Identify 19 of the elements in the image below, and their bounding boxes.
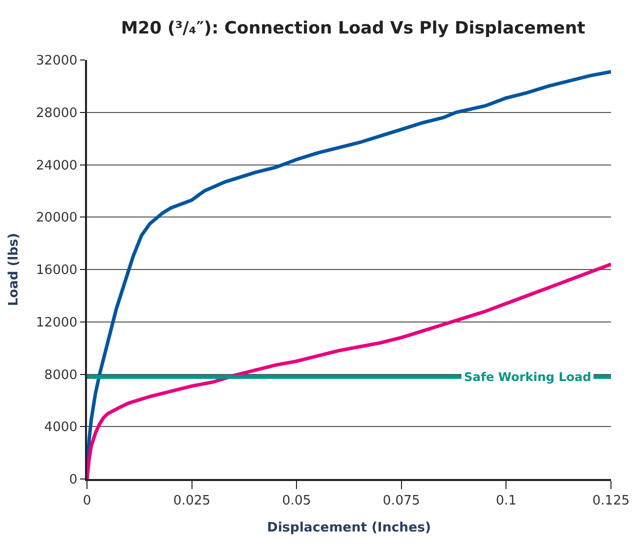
ref-line-label: Safe Working Load — [464, 370, 592, 384]
y-tick-label: 32000 — [36, 54, 78, 69]
chart-title: M20 (³/₄″): Connection Load Vs Ply Displacement — [120, 18, 586, 39]
y-tick-label: 4000 — [44, 420, 78, 436]
y-tick-label: 20000 — [36, 210, 78, 226]
y-tick-label: 16000 — [36, 263, 78, 278]
y-tick-label: 28000 — [36, 106, 78, 121]
x-tick-label: 0.05 — [282, 494, 312, 509]
y-tick-label: 0 — [69, 472, 78, 488]
y-tick-label: 24000 — [36, 158, 78, 174]
x-tick-label: 0.125 — [592, 494, 630, 509]
x-tick-label: 0.075 — [382, 494, 420, 509]
y-tick-label: 8000 — [44, 368, 78, 383]
x-tick-label: 0.025 — [173, 494, 210, 509]
y-axis-title: Load (lbs) — [6, 232, 22, 306]
x-axis-title: Displacement (Inches) — [267, 520, 431, 536]
y-tick-label: 12000 — [36, 315, 78, 330]
x-tick-label: 0.1 — [496, 494, 517, 509]
x-tick-label: 0 — [82, 494, 92, 509]
